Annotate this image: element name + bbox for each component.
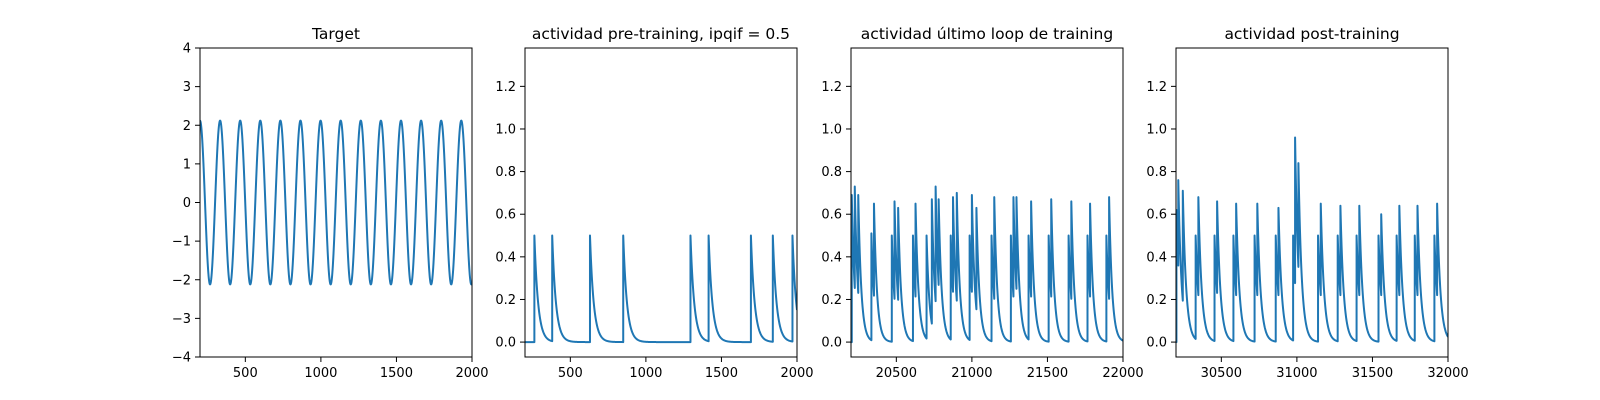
x-tick-label: 32000 [1427,366,1468,381]
x-tick-label: 1000 [629,366,662,381]
y-tick-label: 1.0 [821,122,842,137]
subplot-title: actividad último loop de training [861,25,1113,43]
x-tick-label: 500 [558,366,583,381]
subplot-2: actividad pre-training, ipqif = 0.5 500 10… [495,25,813,381]
y-tick-label: 0.2 [1146,293,1167,308]
axes-frame [1175,47,1449,358]
y-tick-label: 1 [183,157,191,172]
subplot-4: actividad post-training 30500 31000 31500 32… [1146,25,1468,381]
y-tick-label: 0.0 [821,336,842,351]
y-tick-label: 3 [183,80,191,95]
subplot-title: actividad pre-training, ipqif = 0.5 [532,25,790,43]
y-tick-label: 1.2 [495,80,516,95]
y-tick-label: 0.0 [1146,336,1167,351]
x-tick-label: 500 [233,366,258,381]
x-tick-label: 1500 [705,366,738,381]
y-tick-label: 1.2 [1146,80,1167,95]
x-tick-label: 21500 [1027,366,1068,381]
x-tick-label: 21000 [951,366,992,381]
subplot-title: actividad post-training [1224,25,1399,43]
series-line-1 [200,119,472,286]
x-tick-label: 31500 [1352,366,1393,381]
y-tick-label: 1.0 [495,122,516,137]
x-tick-label: 2000 [780,366,813,381]
axes-frame [850,47,1124,358]
subplot-1: Target 500 1000 1500 2000 −4 −3 −2 −1 0 1 2 3 4 [172,25,489,381]
y-tick-label: 0.8 [495,165,516,180]
y-tick-label: 0.2 [495,293,516,308]
y-tick-label: 0.0 [495,336,516,351]
y-tick-label: 1.0 [1146,122,1167,137]
y-tick-label: 0.6 [1146,208,1167,223]
x-tick-label: 1500 [380,366,413,381]
y-tick-label: 0.8 [821,165,842,180]
y-tick-label: 2 [183,119,191,134]
x-tick-label: 22000 [1102,366,1143,381]
x-tick-label: 2000 [455,366,488,381]
y-tick-label: 4 [183,42,191,57]
axes-frame [524,47,798,358]
y-tick-label: 0.4 [821,250,842,265]
y-tick-label: 1.2 [821,80,842,95]
y-tick-label: 0.6 [821,208,842,223]
y-tick-label: −2 [172,273,191,288]
y-tick-label: 0.8 [1146,165,1167,180]
y-tick-label: 0 [183,196,191,211]
y-tick-label: 0.4 [495,250,516,265]
y-tick-label: −1 [172,235,191,250]
series-line-1 [851,185,1123,344]
y-tick-label: 0.6 [495,208,516,223]
y-tick-label: −3 [172,312,191,327]
series-line-1 [1176,136,1448,344]
series-line-1 [525,234,797,344]
x-tick-label: 30500 [1201,366,1242,381]
x-tick-label: 31000 [1276,366,1317,381]
y-tick-label: 0.2 [821,293,842,308]
subplot-title: Target [311,25,360,43]
x-tick-label: 1000 [304,366,337,381]
y-tick-label: −4 [172,351,191,366]
x-tick-label: 20500 [876,366,917,381]
y-tick-label: 0.4 [1146,250,1167,265]
subplot-3: actividad último loop de training 20500 21… [821,25,1143,381]
